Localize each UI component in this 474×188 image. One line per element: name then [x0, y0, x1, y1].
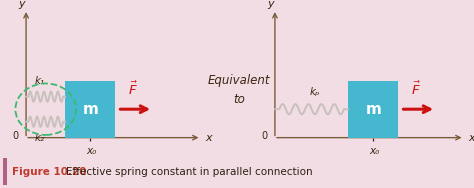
Text: x: x [205, 133, 212, 143]
Text: kₚ: kₚ [310, 87, 320, 97]
Text: Equivalent
to: Equivalent to [208, 74, 271, 106]
Text: y: y [267, 0, 273, 9]
Text: k₁: k₁ [34, 76, 45, 86]
Text: 0: 0 [262, 131, 267, 141]
Text: $\vec{F}$: $\vec{F}$ [411, 80, 421, 98]
Text: $\vec{F}$: $\vec{F}$ [128, 80, 138, 98]
Text: x₀: x₀ [86, 146, 96, 156]
Text: Figure 10.20: Figure 10.20 [12, 167, 86, 177]
Bar [3, 158, 7, 185]
Text: Effective spring constant in parallel connection: Effective spring constant in parallel co… [66, 167, 313, 177]
Text: 0: 0 [13, 131, 18, 141]
Text: y: y [18, 0, 25, 9]
Text: x₀: x₀ [369, 146, 379, 156]
Bar [348, 81, 398, 138]
Text: m: m [365, 102, 381, 117]
Text: m: m [82, 102, 98, 117]
Bar [65, 81, 115, 138]
Text: k₂: k₂ [34, 133, 45, 143]
Text: x: x [468, 133, 474, 143]
